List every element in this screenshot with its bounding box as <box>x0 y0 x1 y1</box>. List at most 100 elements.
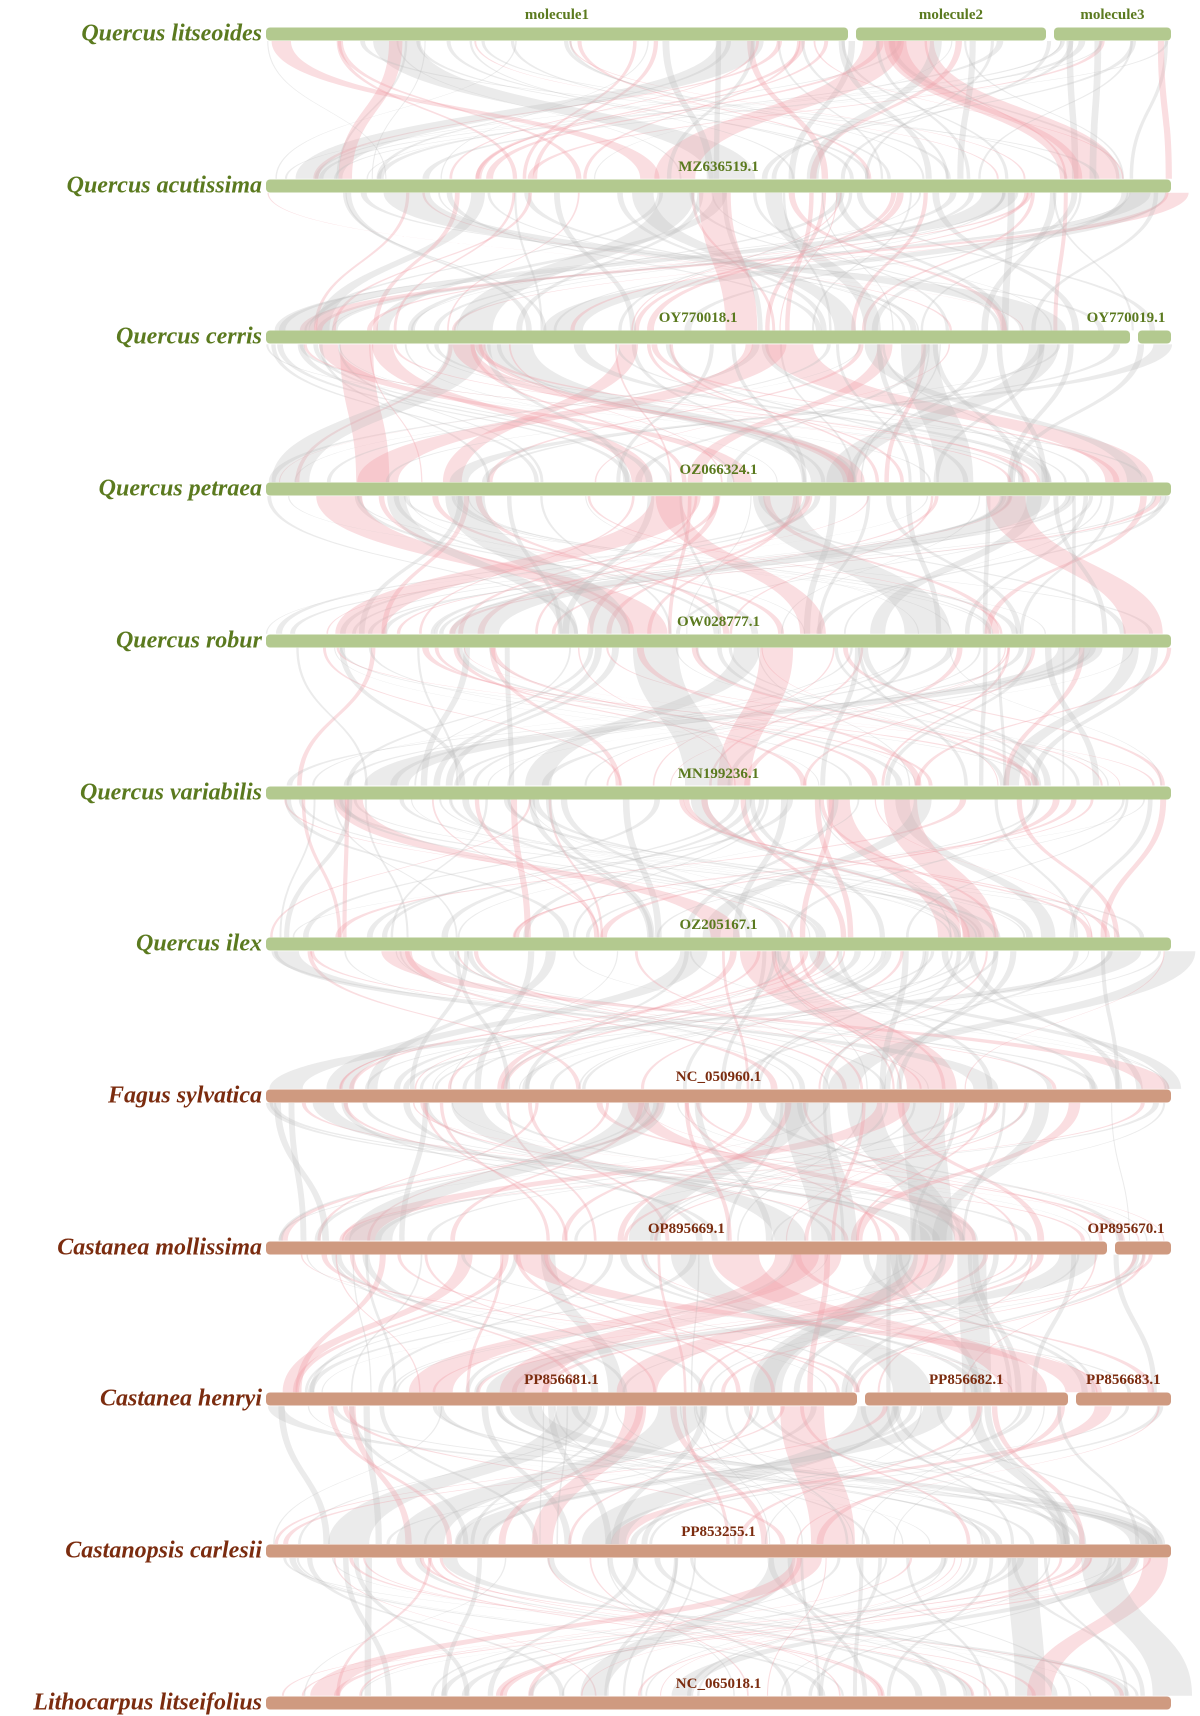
inverted-synteny-ribbon <box>489 647 621 786</box>
synteny-ribbon <box>296 1558 844 1696</box>
inverted-synteny-ribbon <box>986 496 1163 634</box>
inverted-synteny-ribbon <box>363 1558 992 1696</box>
chromosome-bar[interactable] <box>1053 27 1171 41</box>
synteny-ribbon <box>1069 799 1153 938</box>
inverted-synteny-ribbon <box>378 496 635 634</box>
synteny-ribbon <box>838 41 932 179</box>
inverted-synteny-ribbon <box>660 1558 963 1696</box>
chromosome-bar[interactable] <box>266 330 1131 344</box>
inverted-synteny-ribbon <box>431 799 600 938</box>
inverted-synteny-ribbon <box>506 1102 597 1241</box>
inverted-synteny-ribbon <box>463 647 1121 786</box>
synteny-ribbon <box>572 799 769 938</box>
inverted-synteny-ribbon <box>647 344 904 483</box>
chromosome-bar[interactable] <box>266 1696 1171 1710</box>
synteny-ribbon <box>382 799 740 938</box>
inverted-synteny-ribbon <box>490 647 878 786</box>
synteny-ribbon <box>309 1254 519 1393</box>
synteny-ribbon <box>396 1406 707 1544</box>
chromosome-bar[interactable] <box>1114 1241 1171 1255</box>
synteny-ribbon <box>399 951 830 1089</box>
chromosome-bar[interactable] <box>266 1392 857 1406</box>
chromosome-bar[interactable] <box>266 634 1171 648</box>
chromosome-bar[interactable] <box>266 1544 1171 1558</box>
inverted-synteny-ribbon <box>855 1102 988 1241</box>
chromosome-bar[interactable] <box>1075 1392 1171 1406</box>
inverted-synteny-ribbon <box>393 192 516 331</box>
chromosome-bar[interactable] <box>266 1241 1107 1255</box>
synteny-ribbon <box>366 799 793 938</box>
inverted-synteny-ribbon <box>897 1102 1045 1241</box>
synteny-ribbon <box>434 951 1162 1089</box>
synteny-ribbon <box>631 344 807 483</box>
synteny-ribbon <box>341 1102 718 1241</box>
synteny-ribbon <box>553 192 636 331</box>
inverted-synteny-ribbon <box>722 951 750 1089</box>
inverted-synteny-ribbon <box>349 1406 412 1544</box>
synteny-ribbon <box>393 496 719 634</box>
synteny-ribbon <box>503 799 1033 938</box>
inverted-synteny-ribbon <box>766 1558 827 1696</box>
synteny-ribbon <box>365 1254 397 1393</box>
inverted-synteny-ribbon <box>300 1254 1013 1393</box>
synteny-ribbon <box>385 344 1061 483</box>
inverted-synteny-ribbon <box>432 496 785 634</box>
inverted-synteny-ribbon <box>679 799 1111 938</box>
synteny-ribbon <box>562 496 655 634</box>
synteny-ribbon <box>911 1102 959 1241</box>
inverted-synteny-ribbon <box>511 1254 989 1393</box>
synteny-ribbon <box>290 496 1071 634</box>
inverted-synteny-ribbon <box>651 344 1120 483</box>
inverted-synteny-ribbon <box>343 1102 849 1241</box>
chromosome-bar[interactable] <box>266 1089 1171 1103</box>
inverted-synteny-ribbon <box>657 1254 687 1393</box>
inverted-synteny-ribbon <box>522 41 637 179</box>
chromosome-bar[interactable] <box>855 27 1046 41</box>
synteny-ribbon <box>345 192 532 331</box>
synteny-ribbon <box>676 496 1094 634</box>
chromosome-bar[interactable] <box>266 937 1171 951</box>
synteny-ribbon <box>735 951 1079 1089</box>
chromosome-bar[interactable] <box>864 1392 1068 1406</box>
synteny-ribbon <box>303 1558 507 1696</box>
synteny-ribbon <box>314 41 902 179</box>
inverted-synteny-ribbon <box>915 647 1172 786</box>
synteny-ribbon <box>818 799 952 938</box>
synteny-ribbon <box>835 192 1009 331</box>
chromosome-bar[interactable] <box>1138 330 1171 344</box>
sequence-label: PP853255.1 <box>681 1524 756 1540</box>
synteny-ribbon <box>561 1558 888 1696</box>
synteny-ribbon <box>461 1254 1132 1393</box>
inverted-synteny-ribbon <box>691 192 776 331</box>
synteny-ribbon <box>982 496 991 634</box>
chromosome-bar[interactable] <box>266 179 1171 193</box>
inverted-synteny-ribbon <box>627 1102 977 1241</box>
sequence-label: molecule3 <box>1080 7 1145 23</box>
inverted-synteny-ribbon <box>381 951 1170 1089</box>
synteny-ribbon <box>861 647 1051 786</box>
synteny-ribbon <box>274 192 1017 331</box>
synteny-ribbon <box>694 1102 773 1241</box>
chromosome-bar[interactable] <box>266 482 1171 496</box>
synteny-ribbon <box>622 1558 678 1696</box>
synteny-ribbon <box>376 192 727 331</box>
inverted-synteny-ribbon <box>589 1558 749 1696</box>
synteny-ribbon <box>834 647 1039 786</box>
chromosome-bar[interactable] <box>266 786 1171 799</box>
synteny-ribbon <box>364 799 409 938</box>
synteny-ribbon <box>326 951 708 1089</box>
inverted-synteny-ribbon <box>667 496 692 634</box>
synteny-ribbon <box>441 1558 482 1696</box>
synteny-ribbon <box>319 41 1065 179</box>
inverted-synteny-ribbon <box>655 496 826 634</box>
inverted-synteny-ribbon <box>800 1406 971 1544</box>
inverted-synteny-ribbon <box>338 951 839 1089</box>
inverted-synteny-ribbon <box>336 41 518 179</box>
synteny-ribbon <box>339 799 827 938</box>
inverted-synteny-ribbon <box>301 1558 1152 1696</box>
chromosome-bar[interactable] <box>266 27 848 41</box>
synteny-ribbon <box>725 1406 849 1544</box>
inverted-synteny-ribbon <box>818 951 988 1089</box>
synteny-ribbon <box>266 1102 941 1241</box>
species-label: Quercus ilex <box>136 930 262 957</box>
